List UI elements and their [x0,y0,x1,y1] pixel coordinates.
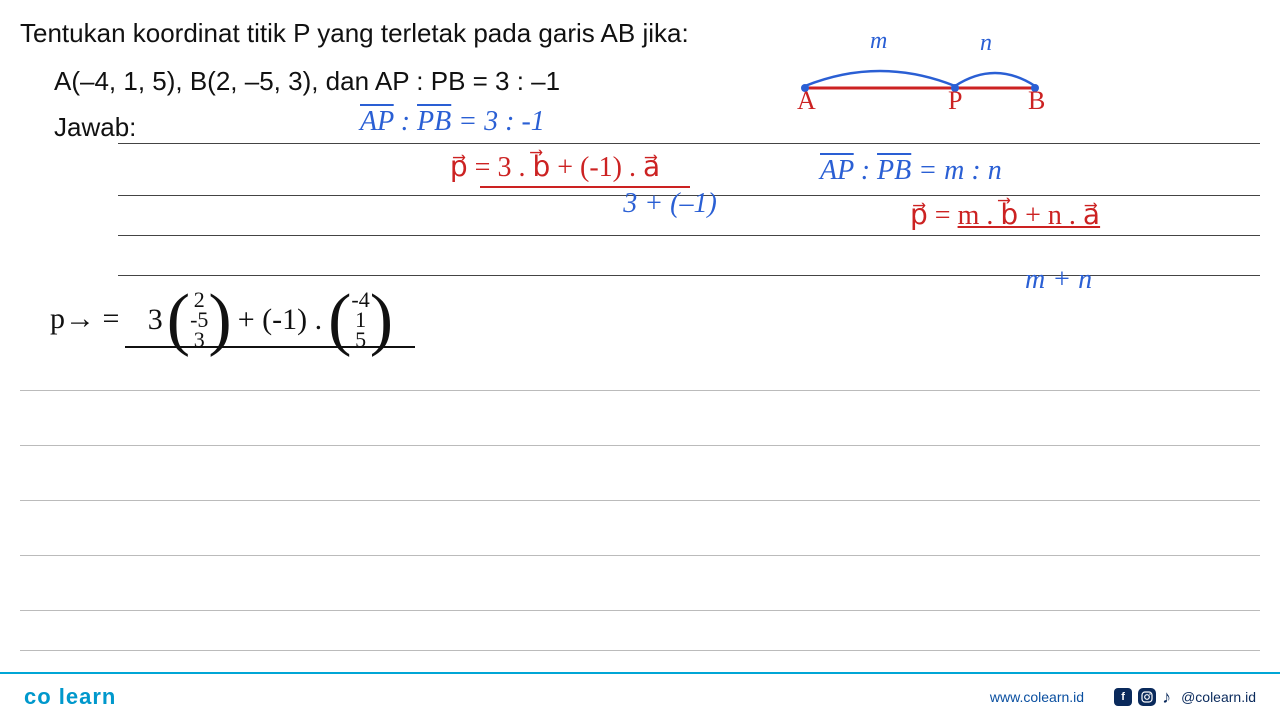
calc-scalar-3: 3 [148,303,163,337]
hand-calculation: p→ = 3 ( 2 -5 3 ) + (-1) . ( -4 1 5 ) [50,290,415,348]
tiktok-icon[interactable]: ♪ [1162,687,1171,708]
instagram-icon[interactable] [1138,688,1156,706]
light-line [20,610,1260,611]
diagram-m: m [870,28,887,55]
hand-ratio: AP : PB = 3 : -1 [360,106,545,138]
formula-denominator: 3 + (–1) [535,188,805,220]
light-line [20,390,1260,391]
diagram-B: B [1028,86,1045,116]
brand-logo: co learn [24,684,116,710]
hand-general-formula: p⃗ = m . b⃗ + n . a⃗ m + n [910,198,1100,264]
light-line [20,650,1260,651]
answer-label: Jawab: [54,112,136,143]
hand-p-formula: p⃗ = 3 . b⃗ + (-1) . a⃗ 3 + (–1) [420,150,690,220]
light-line [20,445,1260,446]
light-line [20,500,1260,501]
diagram-n: n [980,30,992,57]
diagram-A: A [797,86,816,116]
social-handle[interactable]: @colearn.id [1181,689,1256,705]
facebook-icon[interactable]: f [1114,688,1132,706]
given-text: A(–4, 1, 5), B(2, –5, 3), dan AP : PB = … [54,66,560,97]
footer-bar: co learn www.colearn.id f ♪ @colearn.id [0,672,1280,720]
footer-url[interactable]: www.colearn.id [990,689,1084,705]
question-text: Tentukan koordinat titik P yang terletak… [20,18,689,49]
calc-plus: + (-1) . [238,303,322,337]
hand-general-ratio: AP : PB = m : n [820,155,1002,187]
formula-numerator: p⃗ = 3 . b⃗ + (-1) . a⃗ [420,150,690,184]
rule-line [118,143,1260,144]
social-icons: f ♪ @colearn.id [1114,687,1256,708]
calc-prefix: p→ = [50,302,119,336]
light-line [20,555,1260,556]
diagram-P: P [948,86,962,116]
ratio-diagram [790,38,1050,118]
